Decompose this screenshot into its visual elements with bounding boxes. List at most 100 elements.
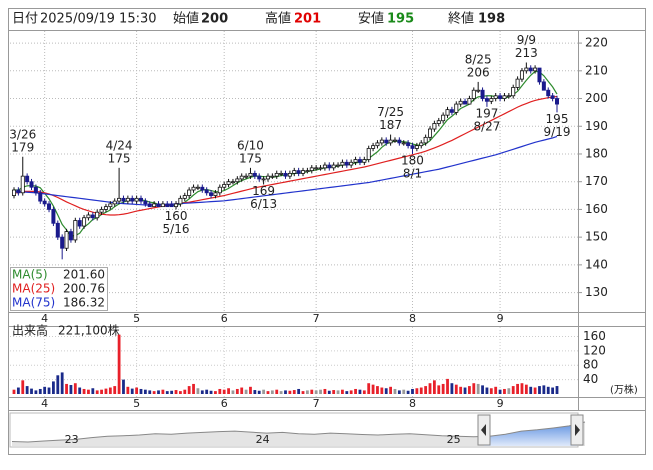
candle-body [546,89,551,97]
annotation-value: 213 [515,46,538,60]
volume-bar [424,386,428,394]
candle-body [68,231,73,241]
candle-body [283,172,288,177]
date: 2025/09/19 15:30 [40,12,157,27]
close-value: 198 [478,12,505,27]
annotation-value: 195 [546,112,569,126]
volume-bar [135,387,139,394]
ma-legend-box [10,267,108,311]
volume-bar [270,390,274,394]
x-tick-label: 9 [497,312,504,325]
moving-average-line [13,135,558,206]
annotation-date: 7/25 [377,105,404,119]
candle-body [292,170,297,174]
candle-body [77,220,82,227]
candle-body [357,159,362,163]
candle-body [152,203,157,208]
candle-body [493,95,498,99]
volume-bar [402,389,406,394]
volume-bar [354,388,357,394]
candle-body [336,164,341,167]
volume-bar [367,383,371,394]
ma-legend-name: MA(5) [12,268,48,282]
candle-body [108,203,113,208]
candle-body [90,214,95,219]
candle-body [287,172,292,177]
candle-body [200,186,205,191]
ma-legend-name: MA(75) [12,296,55,310]
y-tick-label: 180 [585,146,608,160]
volume-bar [297,388,301,394]
volume-bar [65,383,68,394]
volume-bar [411,388,414,394]
volume-bar [161,389,165,394]
volume-bar [406,390,410,394]
candle-body [191,186,196,191]
candle-body [550,95,555,99]
volume-bar [47,387,51,394]
volume-bar [218,388,222,394]
volume-bar [179,391,182,394]
volume-bar [183,389,187,394]
volume-bar [187,386,191,394]
volume-bar [113,386,117,394]
candle-body [406,142,411,147]
x-tick-label: 9 [497,397,504,410]
candle-body [252,172,257,177]
candle-body [195,186,200,189]
candle-body [502,95,507,99]
candle-body [397,139,402,144]
candle-body [506,95,511,98]
candle-body [38,192,43,202]
volume-bar [437,385,441,394]
volume-bar [284,390,287,394]
volume-bar [34,390,38,394]
ma-legend-value: 200.76 [63,282,105,296]
volume-bar [139,388,143,394]
volume-bar [516,383,519,394]
y-tick-label: 140 [585,257,608,271]
annotation-value: 179 [11,140,34,154]
volume-bar [157,390,160,394]
volume-bar [214,391,217,394]
annotation-date: 8/1 [403,166,422,180]
volume-bar [419,387,423,394]
candle-body [117,197,122,202]
volume-bar [152,391,156,394]
candle-body [463,100,468,105]
volume-bar [21,380,25,394]
candle-body [524,67,529,72]
candle-body [441,114,446,122]
volume-bar [209,390,213,394]
navigator-handle-arrow [575,424,580,436]
volume-bar [240,387,244,394]
ma-legend-value: 201.60 [63,268,105,282]
volume-bar [498,389,502,394]
volume-bar [227,388,230,394]
annotation-value: 160 [165,209,188,223]
candle-body [64,231,69,249]
volume-bar [148,390,152,394]
candle-body [305,170,310,173]
volume-bar [341,389,344,394]
candle-body [16,189,21,194]
volume-bar [538,386,541,394]
volume-bar [52,381,55,394]
volume-bar [60,372,64,394]
candle-body [445,109,450,116]
candle-body [322,164,327,169]
candle-body [314,167,319,170]
candle-body [432,123,437,130]
annotation-date: 9/9 [517,33,536,47]
y-tick-label: 220 [585,36,608,50]
candle-body [449,109,454,113]
candle-body [436,120,441,124]
volume-bar [332,390,336,394]
candle-body [230,181,235,184]
navigator-label: 25 [447,433,461,446]
volume-bar [441,383,445,394]
volume-bar [533,387,537,394]
candle-body [401,142,406,145]
volume-bar [336,390,340,394]
